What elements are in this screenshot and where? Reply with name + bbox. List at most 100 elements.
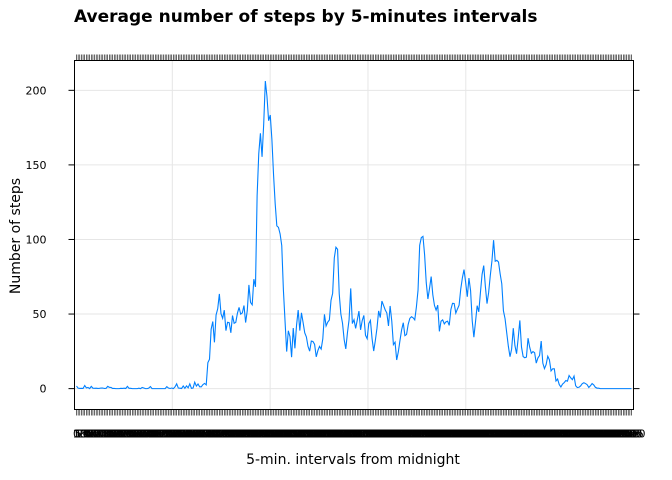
x-tick-label: 2220 xyxy=(503,428,531,441)
x-tick-label: 1930 xyxy=(447,428,475,441)
x-tick-label: 2425 xyxy=(544,428,572,441)
x-tick-label: 2400 xyxy=(535,428,563,441)
x-tick-label: 100 xyxy=(86,428,107,441)
x-tick-label: 400 xyxy=(145,428,166,441)
x-tick-label: 1520 xyxy=(365,428,393,441)
x-tick-label: 810 xyxy=(227,428,248,441)
x-tick-label: 2535 xyxy=(567,428,595,441)
x-tick-label: 1300 xyxy=(319,428,347,441)
x-tick-label: 545 xyxy=(179,428,200,441)
x-tick-label: 1330 xyxy=(329,428,357,441)
x-tick-label: 15 xyxy=(74,428,88,441)
x-tick-label: 25 xyxy=(78,428,92,441)
x-tick-label: 1835 xyxy=(429,428,457,441)
x-tick-label: 2300 xyxy=(516,428,544,441)
x-axis-bottom-ticks xyxy=(76,409,632,416)
x-tick-label: 1615 xyxy=(383,428,411,441)
x-tick-label: 1345 xyxy=(333,428,361,441)
x-tick-label: 1740 xyxy=(411,428,439,441)
x-tick-label: 1405 xyxy=(340,428,368,441)
x-tick-label: 915 xyxy=(248,428,269,441)
x-tick-label: 35 xyxy=(81,428,95,441)
x-tick-label: 200 xyxy=(105,428,126,441)
x-tick-label: 1120 xyxy=(286,428,314,441)
x-tick-label: 1755 xyxy=(416,428,444,441)
x-tick-label: 2805 xyxy=(616,428,644,441)
x-tick-label: 1900 xyxy=(437,428,465,441)
x-tick-label: 730 xyxy=(214,428,235,441)
x-tick-label: 325 xyxy=(133,428,154,441)
x-tick-label: 1050 xyxy=(276,428,304,441)
x-tick-label: 2530 xyxy=(565,428,593,441)
x-tick-label: 1210 xyxy=(302,428,330,441)
x-tick-label: 1440 xyxy=(351,428,379,441)
x-tick-label: 2310 xyxy=(519,428,547,441)
x-tick-label: 5 xyxy=(75,428,82,441)
x-tick-label: 910 xyxy=(247,428,268,441)
x-tick-label: 2735 xyxy=(606,428,634,441)
x-tick-label: 1510 xyxy=(361,428,389,441)
x-tick-label: 2345 xyxy=(530,428,558,441)
x-tick-label: 2000 xyxy=(457,428,485,441)
x-tick-label: 2800 xyxy=(614,428,642,441)
x-tick-label: 150 xyxy=(102,428,123,441)
x-tick-label: 1400 xyxy=(338,428,366,441)
x-tick-label: 2245 xyxy=(511,428,539,441)
x-tick-label: 2545 xyxy=(570,428,598,441)
x-tick-label: 2230 xyxy=(506,428,534,441)
x-tick-label: 1045 xyxy=(274,428,302,441)
x-tick-label: 2225 xyxy=(504,428,532,441)
x-tick-label: 2325 xyxy=(524,428,552,441)
x-tick-label: 2255 xyxy=(514,428,542,441)
x-tick-label: 1810 xyxy=(420,428,448,441)
x-tick-label: 1240 xyxy=(312,428,340,441)
x-tick-label: 1340 xyxy=(332,428,360,441)
x-tick-label: 1415 xyxy=(343,428,371,441)
x-tick-label: 640 xyxy=(197,428,218,441)
x-tick-label: 1915 xyxy=(442,428,470,441)
x-tick-label: 2120 xyxy=(483,428,511,441)
x-tick-label: 840 xyxy=(237,428,258,441)
x-tick-label: 1535 xyxy=(370,428,398,441)
x-tick-label: 105 xyxy=(87,428,108,441)
x-tick-label: 1335 xyxy=(330,428,358,441)
x-tick-label: 2610 xyxy=(578,428,606,441)
x-tick-label: 1600 xyxy=(378,428,406,441)
x-tick-label: 2140 xyxy=(489,428,517,441)
x-tick-label: 320 xyxy=(132,428,153,441)
x-tick-label: 735 xyxy=(215,428,236,441)
x-tick-label: 1410 xyxy=(342,428,370,441)
x-tick-label: 1845 xyxy=(432,428,460,441)
x-tick-label: 2510 xyxy=(558,428,586,441)
x-tick-label: 805 xyxy=(225,428,246,441)
x-tick-label: 2350 xyxy=(532,428,560,441)
x-tick-label: 2145 xyxy=(491,428,519,441)
x-tick-label: 1620 xyxy=(384,428,412,441)
x-tick-label: 1625 xyxy=(386,428,414,441)
x-tick-label: 940 xyxy=(256,428,277,441)
x-tick-label: 1040 xyxy=(273,428,301,441)
x-tick-label: 2405 xyxy=(537,428,565,441)
x-tick-label: 555 xyxy=(183,428,204,441)
x-tick-label: 1110 xyxy=(283,428,311,441)
x-tick-label: 1030 xyxy=(269,428,297,441)
x-tick-label: 1640 xyxy=(391,428,419,441)
x-tick-label: 2340 xyxy=(529,428,557,441)
x-tick-label: 1940 xyxy=(450,428,478,441)
x-tick-label: 2055 xyxy=(475,428,503,441)
x-tick-label: 455 xyxy=(163,428,184,441)
x-tick-label: 2030 xyxy=(466,428,494,441)
x-tick-label: 855 xyxy=(242,428,263,441)
x-tick-label: 10 xyxy=(73,428,87,441)
x-tick-label: 905 xyxy=(245,428,266,441)
x-tick-label: 2110 xyxy=(480,428,508,441)
x-tick-label: 130 xyxy=(96,428,117,441)
x-tick-label: 820 xyxy=(230,428,251,441)
x-tick-label: 1425 xyxy=(347,428,375,441)
x-tick-label: 2320 xyxy=(522,428,550,441)
x-tick-label: 1710 xyxy=(401,428,429,441)
x-tick-label: 2640 xyxy=(588,428,616,441)
x-tick-label: 2730 xyxy=(604,428,632,441)
x-tick-label: 2455 xyxy=(553,428,581,441)
